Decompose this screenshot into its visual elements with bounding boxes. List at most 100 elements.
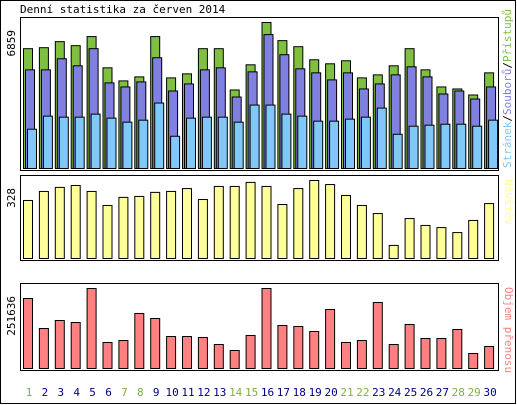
bar [58,116,69,169]
bar [90,113,101,169]
legend-entry: Přístupů [501,9,514,62]
bar [293,325,304,369]
bar [420,224,431,260]
bar [54,186,65,260]
bar [245,334,256,369]
y-tick-label: 6859 [5,30,18,57]
bar [213,185,224,260]
x-tick-label: 14 [229,386,243,399]
bar [440,123,451,170]
x-tick-label: 12 [197,386,210,399]
x-tick-label: 27 [436,386,449,399]
bar [277,204,288,260]
y-tick-label: 328 [5,188,18,208]
legend-entry: Návštěv [502,179,515,226]
bar [23,298,33,369]
y-tick-label: 251636 [5,296,18,336]
legend-entry: Souborů [501,69,514,115]
bar [150,191,161,259]
bar [325,308,336,369]
legend: Návštěv [502,179,515,226]
bar [229,350,240,369]
bar [372,213,383,259]
x-tick-label: 13 [213,386,226,399]
bar [233,121,244,169]
bar [360,116,371,169]
bar [186,117,196,169]
bar [74,116,85,169]
bar [106,117,117,169]
x-tick-label: 22 [356,386,369,399]
legend-separator: / [501,62,514,69]
x-tick-label: 24 [388,386,402,399]
bar [468,219,479,259]
legend-entry: Stránek [501,121,514,168]
bar [102,204,113,259]
bar [456,123,467,170]
bar [70,321,81,370]
bar [313,120,324,169]
x-tick-label: 28 [452,386,465,399]
bar [182,188,192,260]
bar [484,345,495,370]
bar [392,133,403,169]
bar [70,184,81,259]
bar [261,185,272,260]
bar [134,312,145,369]
bar [261,288,272,369]
x-tick-label: 4 [73,386,80,399]
x-tick-label: 10 [165,386,178,399]
bar [436,227,447,260]
x-tick-label: 7 [121,386,128,399]
legend: Stránek/Souborů/Přístupů [501,9,514,168]
bar [182,335,192,370]
x-tick-label: 19 [309,386,322,399]
bar [213,343,224,370]
bar [102,341,113,370]
bar [249,104,260,170]
bar [484,203,495,260]
bar [217,116,228,169]
x-tick-label: 17 [277,386,290,399]
bar [376,107,387,170]
bar [341,341,351,370]
bar [134,195,145,259]
panel [20,175,499,261]
x-tick-label: 15 [245,386,258,399]
bar [201,116,212,169]
bar [325,184,336,259]
bar [424,124,435,169]
bar [372,301,383,369]
bar [150,317,161,370]
bar [293,188,304,260]
x-tick-label: 25 [404,386,417,399]
bar [404,218,415,259]
x-tick-label: 23 [372,386,385,399]
bar [388,244,399,259]
x-tick-label: 5 [89,386,96,399]
bar [420,337,431,370]
x-tick-label: 26 [420,386,433,399]
x-tick-label: 18 [293,386,306,399]
x-tick-label: 30 [483,386,496,399]
x-tick-label: 9 [153,386,160,399]
bar [452,328,463,369]
bar [86,288,97,369]
bar [23,199,33,260]
bar [42,115,53,169]
bar [170,135,181,170]
legend-entry: Objem přenosu [502,287,515,373]
bar [408,125,419,169]
bar [468,352,479,369]
x-tick-label: 2 [42,386,49,399]
bar [309,180,320,259]
bar [197,336,208,369]
bar [488,119,499,169]
bar [38,190,49,259]
bar [118,339,129,370]
x-tick-label: 11 [181,386,194,399]
x-tick-label: 29 [468,386,481,399]
legend-separator: / [501,115,514,122]
bar [436,337,447,370]
